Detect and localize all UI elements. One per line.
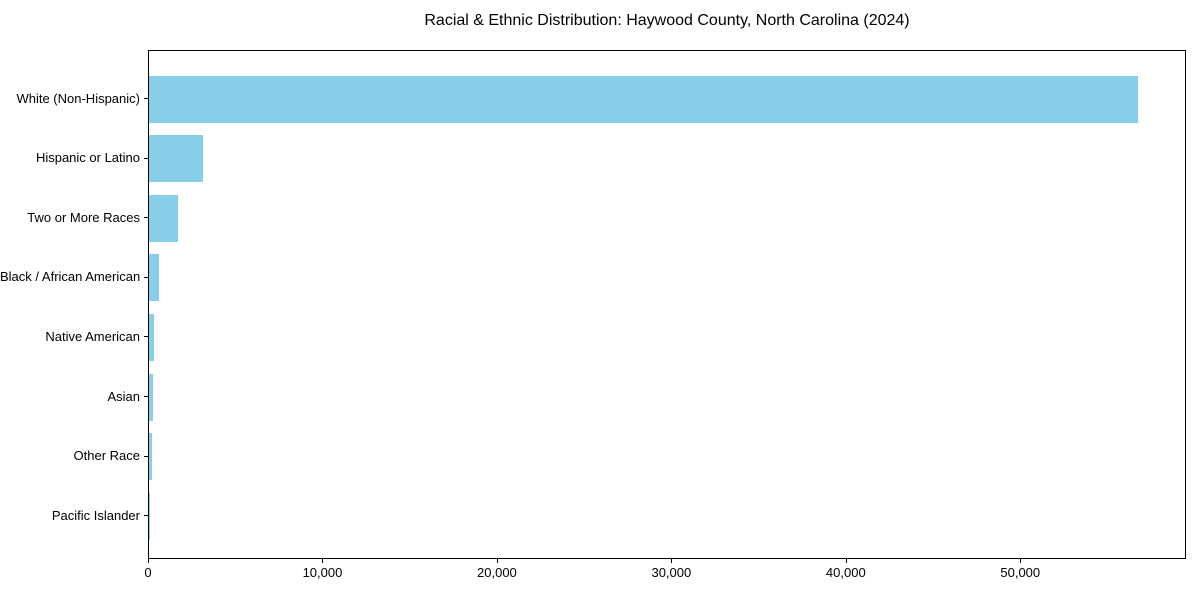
x-tick-mark — [322, 559, 324, 563]
plot-area — [148, 50, 1186, 559]
x-tick-label-50-000: 50,000 — [1000, 565, 1041, 580]
bar-black-african-american — [149, 254, 159, 302]
y-tick-label-black-african-american: Black / African American — [0, 269, 141, 285]
x-tick-mark — [671, 559, 673, 563]
bar-other-race — [149, 433, 152, 481]
bar-native-american — [149, 313, 154, 361]
y-tick-mark — [144, 276, 148, 278]
y-tick-mark — [144, 515, 148, 517]
x-tick-label-30-000: 30,000 — [651, 565, 692, 580]
y-tick-label-native-american: Native American — [45, 328, 140, 344]
x-tick-mark — [496, 559, 498, 563]
y-tick-mark — [144, 157, 148, 159]
x-tick-label-20-000: 20,000 — [477, 565, 517, 580]
y-tick-label-asian: Asian — [107, 388, 140, 404]
x-tick-label-40-000: 40,000 — [825, 565, 866, 580]
bar-two-or-more-races — [149, 194, 178, 242]
y-tick-mark — [144, 217, 148, 219]
y-tick-mark — [144, 98, 148, 99]
x-tick-mark — [845, 559, 847, 563]
x-tick-label-10-000: 10,000 — [302, 565, 343, 580]
x-tick-mark — [1020, 559, 1022, 563]
bar-asian — [149, 373, 153, 421]
y-tick-label-hispanic-or-latino: Hispanic or Latino — [35, 150, 140, 166]
bar-white-non-hispanic — [149, 75, 1139, 123]
chart-title: Racial & Ethnic Distribution: Haywood Co… — [424, 12, 910, 29]
y-tick-mark — [144, 396, 148, 397]
y-tick-label-pacific-islander: Pacific Islander — [51, 507, 140, 523]
y-tick-label-two-or-more-races: Two or More Races — [27, 209, 140, 225]
bar-hispanic-or-latino — [149, 135, 204, 183]
y-tick-label-other-race: Other Race — [73, 448, 140, 464]
x-tick-label-0: 0 — [144, 565, 152, 580]
y-tick-mark — [144, 455, 148, 457]
y-tick-mark — [144, 336, 148, 338]
x-tick-mark — [148, 559, 149, 563]
y-tick-label-white-non-hispanic: White (Non-Hispanic) — [16, 90, 140, 106]
